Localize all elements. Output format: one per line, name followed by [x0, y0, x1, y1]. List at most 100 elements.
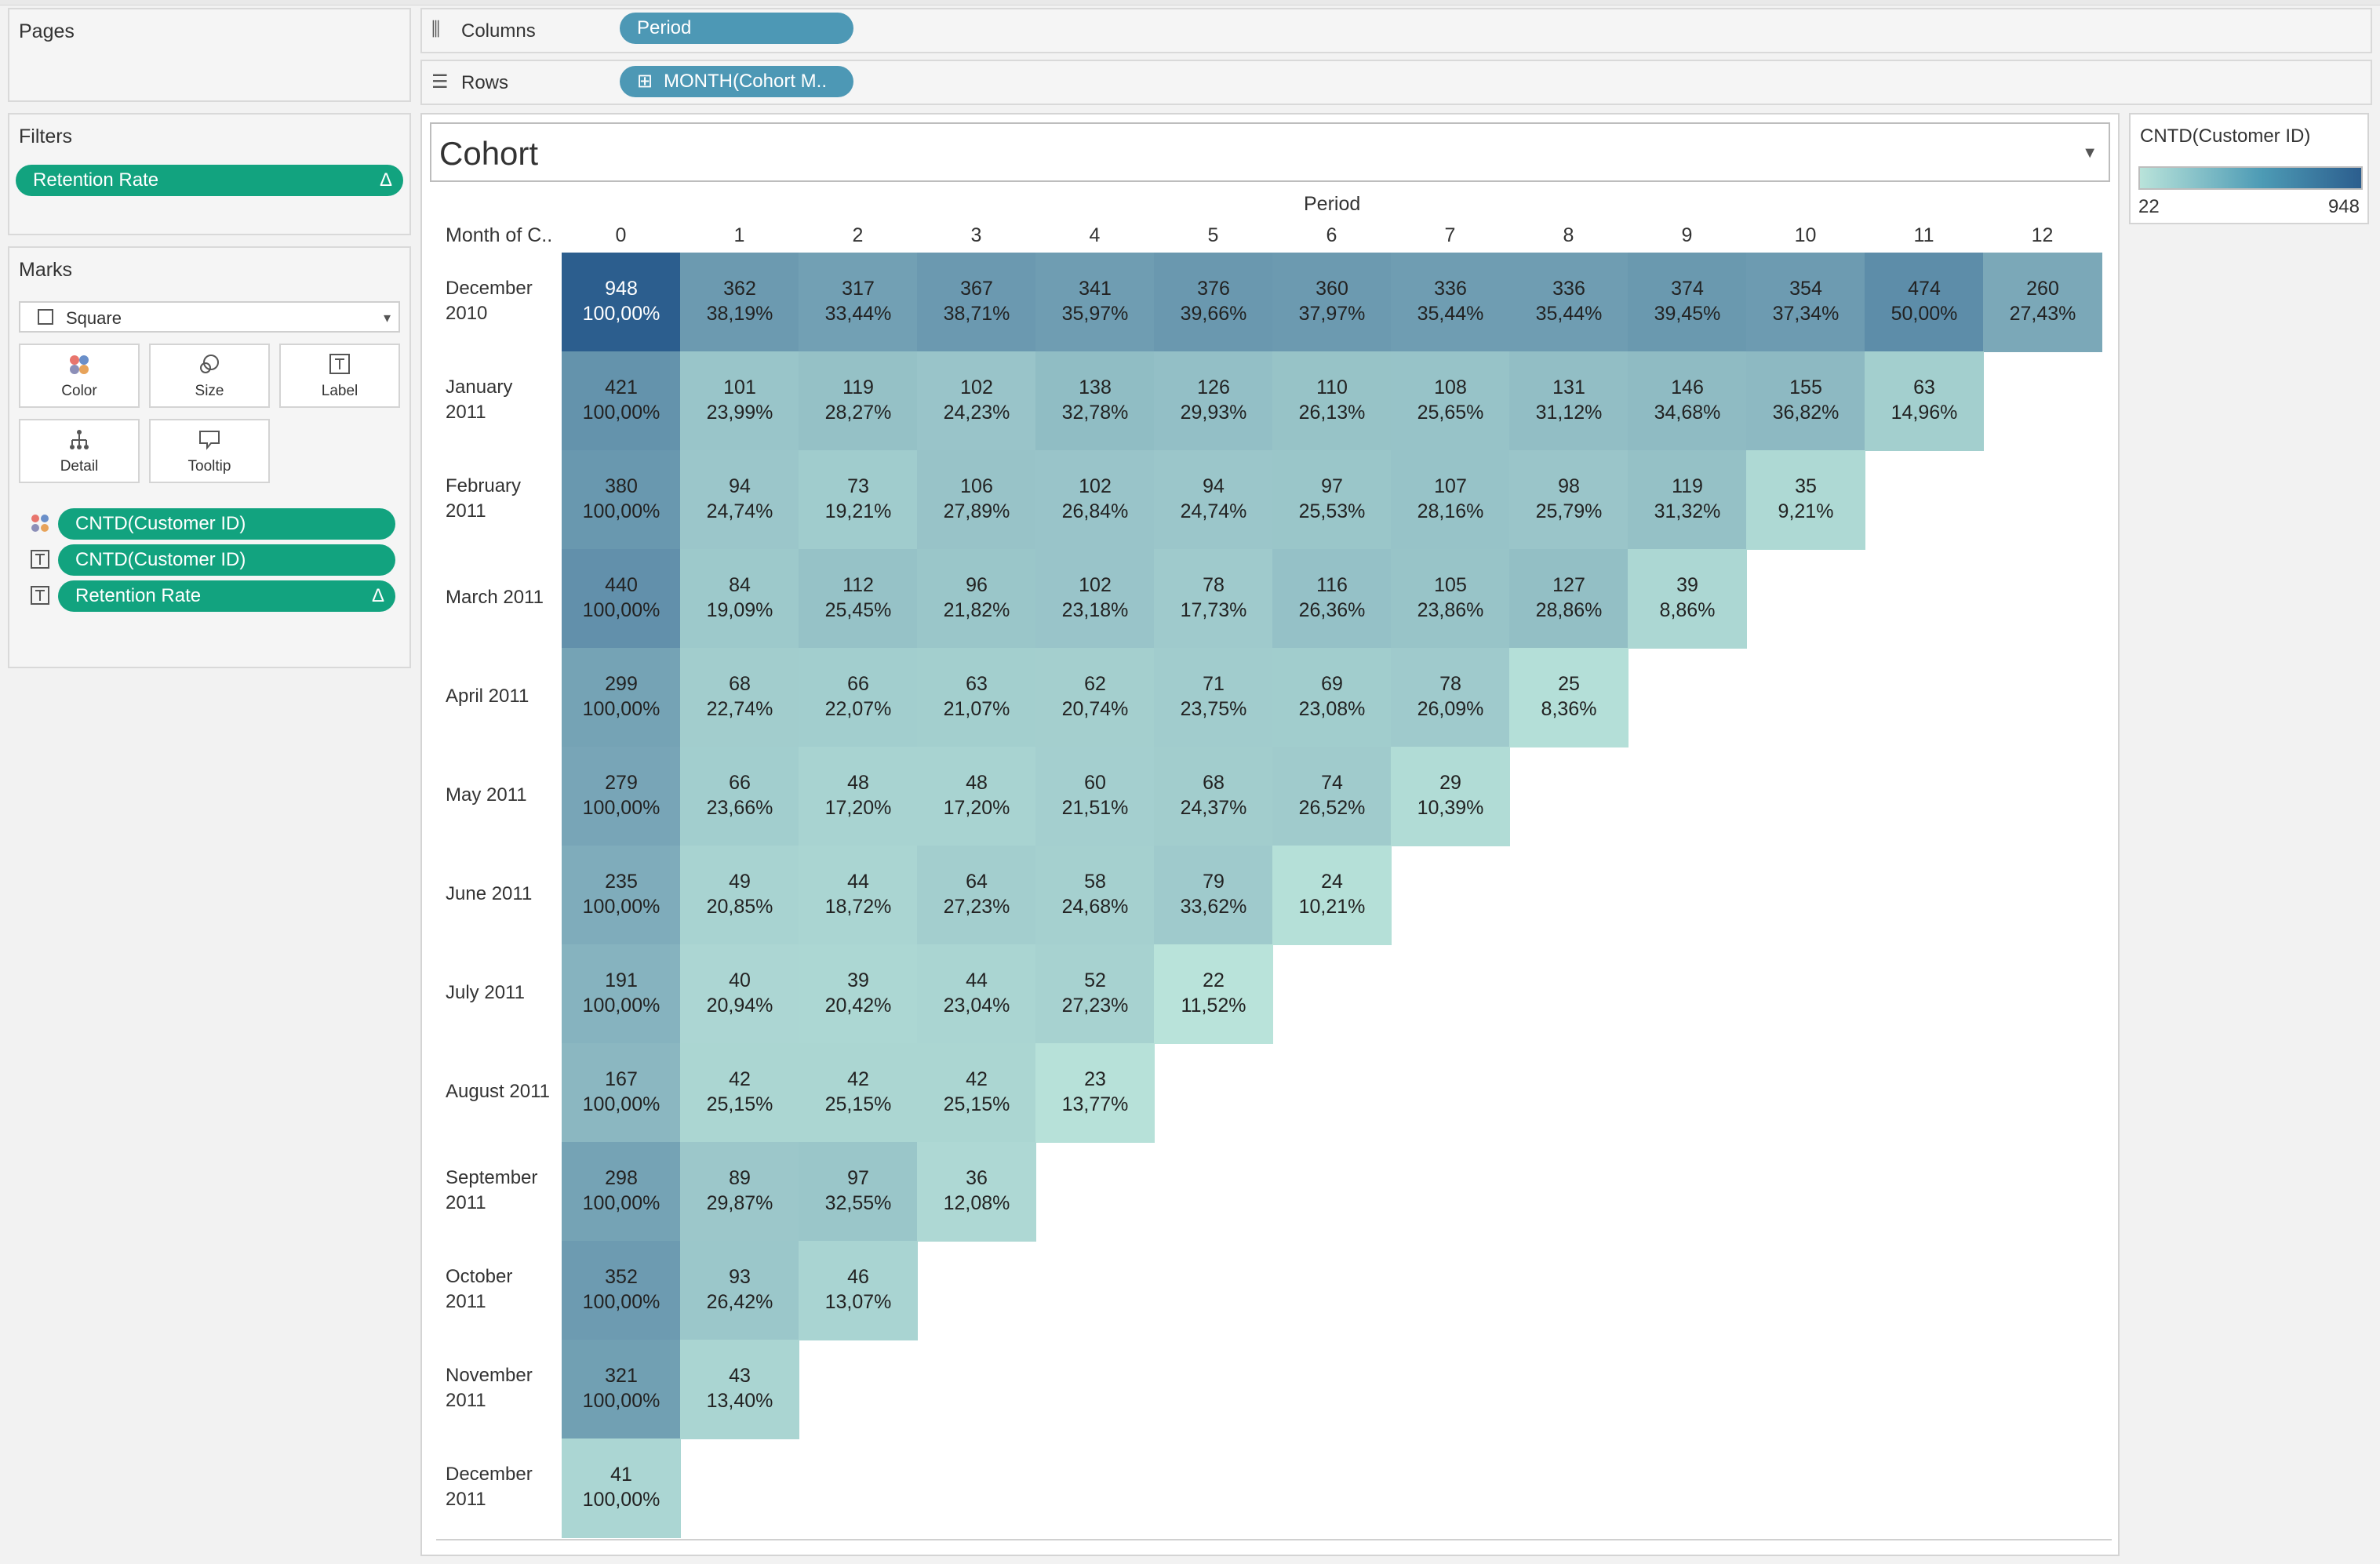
heatmap-cell[interactable]: 360 37,97%: [1272, 253, 1392, 352]
heatmap-cell[interactable]: 354 37,34%: [1746, 253, 1865, 352]
heatmap-cell[interactable]: 96 21,82%: [917, 549, 1036, 649]
columns-pill-period[interactable]: Period: [620, 13, 853, 44]
heatmap-cell[interactable]: 119 31,32%: [1628, 450, 1747, 550]
heatmap-cell[interactable]: 60 21,51%: [1035, 747, 1155, 846]
heatmap-cell[interactable]: 52 27,23%: [1035, 944, 1155, 1044]
heatmap-cell[interactable]: 42 25,15%: [799, 1043, 918, 1143]
heatmap-cell[interactable]: 116 26,36%: [1272, 549, 1392, 649]
heatmap-cell[interactable]: 131 31,12%: [1509, 351, 1629, 451]
heatmap-cell[interactable]: 155 36,82%: [1746, 351, 1865, 451]
heatmap-cell[interactable]: 93 26,42%: [680, 1241, 799, 1340]
sheet-title-bar[interactable]: Cohort ▼: [430, 122, 2110, 182]
heatmap-cell[interactable]: 235 100,00%: [562, 846, 681, 945]
heatmap-cell[interactable]: 44 23,04%: [917, 944, 1036, 1044]
heatmap-cell[interactable]: 35 9,21%: [1746, 450, 1865, 550]
label-button[interactable]: Label: [279, 344, 400, 408]
heatmap-cell[interactable]: 380 100,00%: [562, 450, 681, 550]
heatmap-cell[interactable]: 97 32,55%: [799, 1142, 918, 1242]
heatmap-cell[interactable]: 421 100,00%: [562, 351, 681, 451]
heatmap-cell[interactable]: 127 28,86%: [1509, 549, 1629, 649]
heatmap-cell[interactable]: 84 19,09%: [680, 549, 799, 649]
heatmap-cell[interactable]: 321 100,00%: [562, 1340, 681, 1439]
heatmap-cell[interactable]: 25 8,36%: [1509, 648, 1629, 747]
heatmap-cell[interactable]: 43 13,40%: [680, 1340, 799, 1439]
heatmap-cell[interactable]: 46 13,07%: [799, 1241, 918, 1340]
heatmap-cell[interactable]: 105 23,86%: [1391, 549, 1510, 649]
heatmap-cell[interactable]: 191 100,00%: [562, 944, 681, 1044]
heatmap-cell[interactable]: 66 22,07%: [799, 648, 918, 747]
heatmap-cell[interactable]: 102 26,84%: [1035, 450, 1155, 550]
heatmap-cell[interactable]: 78 26,09%: [1391, 648, 1510, 747]
heatmap-cell[interactable]: 367 38,71%: [917, 253, 1036, 352]
heatmap-cell[interactable]: 336 35,44%: [1509, 253, 1629, 352]
heatmap-cell[interactable]: 98 25,79%: [1509, 450, 1629, 550]
heatmap-cell[interactable]: 110 26,13%: [1272, 351, 1392, 451]
detail-button[interactable]: Detail: [19, 419, 140, 483]
heatmap-cell[interactable]: 42 25,15%: [680, 1043, 799, 1143]
heatmap-cell[interactable]: 260 27,43%: [1983, 253, 2102, 352]
heatmap-cell[interactable]: 40 20,94%: [680, 944, 799, 1044]
heatmap-cell[interactable]: 94 24,74%: [1154, 450, 1273, 550]
heatmap-cell[interactable]: 948 100,00%: [562, 253, 681, 352]
heatmap-cell[interactable]: 41 100,00%: [562, 1439, 681, 1538]
heatmap-cell[interactable]: 341 35,97%: [1035, 253, 1155, 352]
color-button[interactable]: Color: [19, 344, 140, 408]
heatmap-cell[interactable]: 64 27,23%: [917, 846, 1036, 945]
heatmap-cell[interactable]: 68 22,74%: [680, 648, 799, 747]
heatmap-cell[interactable]: 112 25,45%: [799, 549, 918, 649]
heatmap-cell[interactable]: 74 26,52%: [1272, 747, 1392, 846]
heatmap-cell[interactable]: 146 34,68%: [1628, 351, 1747, 451]
heatmap-cell[interactable]: 58 24,68%: [1035, 846, 1155, 945]
heatmap-cell[interactable]: 48 17,20%: [799, 747, 918, 846]
size-button[interactable]: Size: [149, 344, 270, 408]
heatmap-cell[interactable]: 376 39,66%: [1154, 253, 1273, 352]
heatmap-cell[interactable]: 298 100,00%: [562, 1142, 681, 1242]
heatmap-cell[interactable]: 63 21,07%: [917, 648, 1036, 747]
heatmap-cell[interactable]: 374 39,45%: [1628, 253, 1747, 352]
heatmap-cell[interactable]: 29 10,39%: [1391, 747, 1510, 846]
heatmap-cell[interactable]: 36 12,08%: [917, 1142, 1036, 1242]
heatmap-cell[interactable]: 39 20,42%: [799, 944, 918, 1044]
heatmap-cell[interactable]: 42 25,15%: [917, 1043, 1036, 1143]
heatmap-cell[interactable]: 279 100,00%: [562, 747, 681, 846]
heatmap-cell[interactable]: 119 28,27%: [799, 351, 918, 451]
heatmap-cell[interactable]: 62 20,74%: [1035, 648, 1155, 747]
heatmap-cell[interactable]: 24 10,21%: [1272, 846, 1392, 945]
heatmap-cell[interactable]: 44 18,72%: [799, 846, 918, 945]
rows-pill-month[interactable]: ⊞ MONTH(Cohort M..: [620, 66, 853, 97]
heatmap-cell[interactable]: 107 28,16%: [1391, 450, 1510, 550]
filter-pill-retention-rate[interactable]: Retention Rate Δ: [16, 165, 403, 196]
mark-type-dropdown[interactable]: Square ▾: [19, 301, 400, 333]
heatmap-cell[interactable]: 73 19,21%: [799, 450, 918, 550]
heatmap-cell[interactable]: 102 24,23%: [917, 351, 1036, 451]
heatmap-cell[interactable]: 89 29,87%: [680, 1142, 799, 1242]
heatmap-cell[interactable]: 79 33,62%: [1154, 846, 1273, 945]
heatmap-cell[interactable]: 106 27,89%: [917, 450, 1036, 550]
heatmap-cell[interactable]: 336 35,44%: [1391, 253, 1510, 352]
heatmap-cell[interactable]: 138 32,78%: [1035, 351, 1155, 451]
tooltip-button[interactable]: Tooltip: [149, 419, 270, 483]
heatmap-cell[interactable]: 299 100,00%: [562, 648, 681, 747]
heatmap-cell[interactable]: 352 100,00%: [562, 1241, 681, 1340]
heatmap-cell[interactable]: 167 100,00%: [562, 1043, 681, 1143]
heatmap-cell[interactable]: 66 23,66%: [680, 747, 799, 846]
heatmap-cell[interactable]: 49 20,85%: [680, 846, 799, 945]
heatmap-cell[interactable]: 101 23,99%: [680, 351, 799, 451]
heatmap-cell[interactable]: 39 8,86%: [1628, 549, 1747, 649]
heatmap-cell[interactable]: 69 23,08%: [1272, 648, 1392, 747]
heatmap-cell[interactable]: 48 17,20%: [917, 747, 1036, 846]
chevron-down-icon[interactable]: ▼: [2082, 144, 2098, 162]
heatmap-cell[interactable]: 108 25,65%: [1391, 351, 1510, 451]
marks-field-pill-color[interactable]: CNTD(Customer ID): [58, 508, 395, 540]
heatmap-cell[interactable]: 317 33,44%: [799, 253, 918, 352]
heatmap-cell[interactable]: 440 100,00%: [562, 549, 681, 649]
heatmap-cell[interactable]: 94 24,74%: [680, 450, 799, 550]
marks-field-pill-label-count[interactable]: CNTD(Customer ID): [58, 544, 395, 576]
heatmap-cell[interactable]: 102 23,18%: [1035, 549, 1155, 649]
color-legend[interactable]: CNTD(Customer ID) 22 948: [2129, 113, 2369, 224]
heatmap-cell[interactable]: 23 13,77%: [1035, 1043, 1155, 1143]
heatmap-cell[interactable]: 474 50,00%: [1865, 253, 1984, 352]
heatmap-cell[interactable]: 78 17,73%: [1154, 549, 1273, 649]
marks-field-pill-retention-rate[interactable]: Retention Rate Δ: [58, 580, 395, 612]
heatmap-cell[interactable]: 71 23,75%: [1154, 648, 1273, 747]
